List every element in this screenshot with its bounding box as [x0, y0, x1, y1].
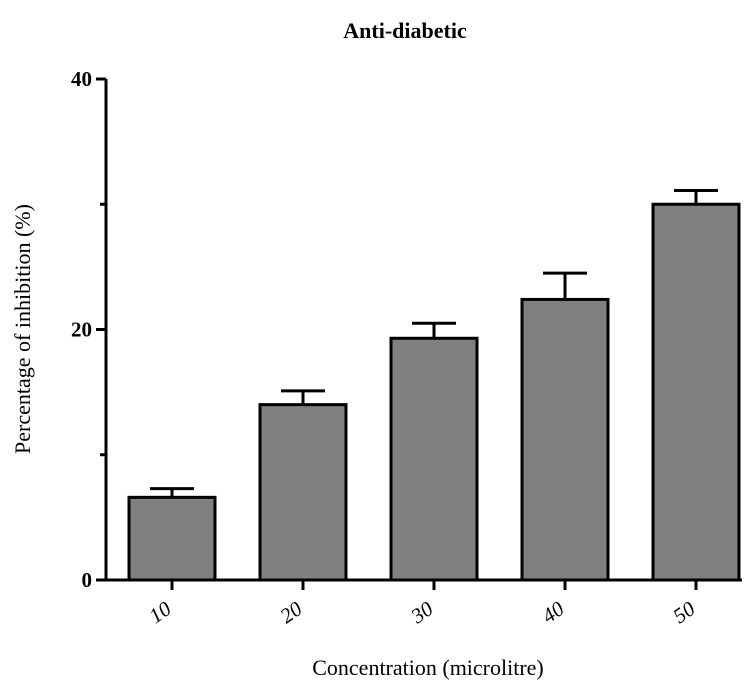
x-tick-label-40: 40 [538, 596, 569, 628]
x-tick-label-50: 50 [669, 596, 700, 628]
x-tick-label-10: 10 [145, 596, 176, 628]
bar-10 [127, 495, 217, 582]
bar-50 [651, 202, 741, 582]
x-axis-label: Concentration (microlitre) [312, 655, 544, 680]
y-tick-label-0: 0 [82, 568, 93, 592]
bar-40 [520, 297, 610, 582]
y-axis-label: Percentage of inhibition (%) [10, 204, 35, 454]
bar-30 [389, 336, 479, 582]
y-tick-label-40: 40 [71, 67, 92, 91]
x-tick-label-20: 20 [276, 596, 307, 628]
chart-title: Anti-diabetic [343, 18, 467, 43]
y-tick-label-20: 20 [71, 318, 92, 342]
bar-20 [258, 403, 348, 582]
x-tick-label-30: 30 [406, 596, 438, 629]
plot-area: 10 20 30 40 50 0 20 40 [71, 67, 742, 629]
